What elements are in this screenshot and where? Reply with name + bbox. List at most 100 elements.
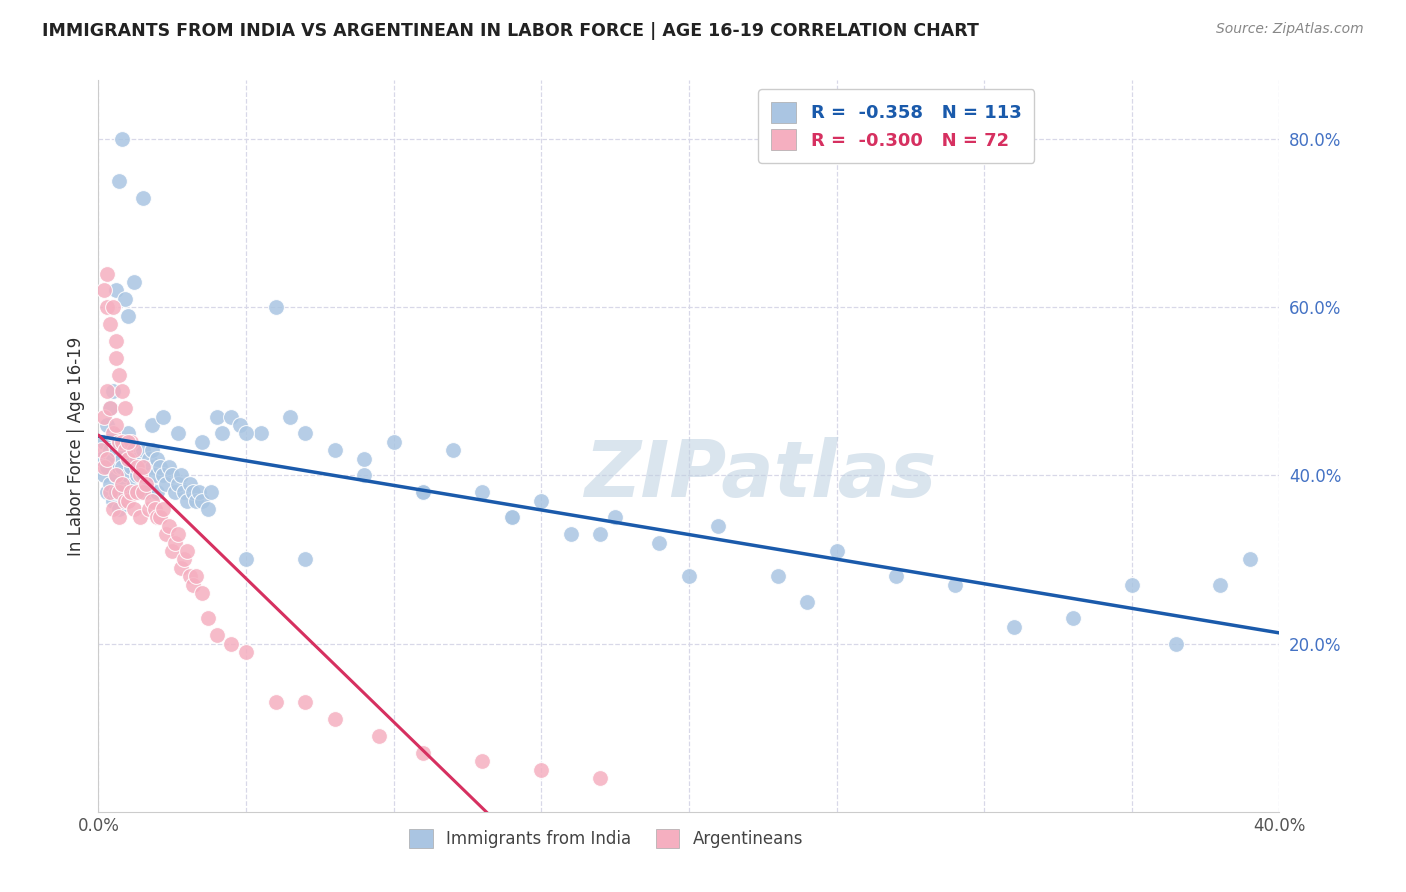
Point xyxy=(132,191,155,205)
Point xyxy=(132,460,155,475)
Point xyxy=(170,468,193,483)
Point xyxy=(93,434,115,449)
Point xyxy=(170,561,193,575)
Point xyxy=(122,443,145,458)
Point xyxy=(412,485,434,500)
Point xyxy=(191,586,214,600)
Point xyxy=(141,460,163,475)
Point xyxy=(120,485,142,500)
Point xyxy=(122,275,145,289)
Point xyxy=(93,468,115,483)
Point xyxy=(323,712,346,726)
Point xyxy=(114,401,136,416)
Point xyxy=(191,434,214,449)
Point xyxy=(108,434,131,449)
Point xyxy=(143,468,166,483)
Point xyxy=(96,384,118,399)
Point xyxy=(98,485,121,500)
Point xyxy=(138,476,160,491)
Point xyxy=(412,485,434,500)
Point xyxy=(98,443,121,458)
Point xyxy=(157,460,180,475)
Point xyxy=(560,527,582,541)
Point xyxy=(176,493,198,508)
Point xyxy=(181,578,204,592)
Legend: Immigrants from India, Argentineans: Immigrants from India, Argentineans xyxy=(402,822,810,855)
Point xyxy=(167,476,190,491)
Point xyxy=(235,645,257,659)
Point xyxy=(146,485,169,500)
Point xyxy=(122,443,145,458)
Point xyxy=(176,544,198,558)
Point xyxy=(93,284,115,298)
Point xyxy=(412,746,434,760)
Point xyxy=(766,569,789,583)
Point xyxy=(530,493,553,508)
Point xyxy=(105,485,128,500)
Point xyxy=(128,510,150,524)
Point xyxy=(353,468,375,483)
Point xyxy=(108,434,131,449)
Point xyxy=(167,527,190,541)
Point xyxy=(117,434,139,449)
Point xyxy=(162,468,183,483)
Point xyxy=(93,460,115,475)
Point xyxy=(98,317,121,331)
Point xyxy=(382,434,405,449)
Point xyxy=(179,569,201,583)
Point xyxy=(111,476,134,491)
Point xyxy=(103,426,125,441)
Point xyxy=(280,409,302,424)
Point xyxy=(108,174,131,188)
Y-axis label: In Labor Force | Age 16-19: In Labor Force | Age 16-19 xyxy=(66,336,84,556)
Point xyxy=(221,409,243,424)
Point xyxy=(1121,578,1143,592)
Point xyxy=(98,401,121,416)
Point xyxy=(141,417,163,432)
Point xyxy=(1209,578,1232,592)
Point xyxy=(165,485,187,500)
Point xyxy=(184,493,207,508)
Point xyxy=(152,468,174,483)
Text: IMMIGRANTS FROM INDIA VS ARGENTINEAN IN LABOR FORCE | AGE 16-19 CORRELATION CHAR: IMMIGRANTS FROM INDIA VS ARGENTINEAN IN … xyxy=(42,22,979,40)
Point xyxy=(114,485,136,500)
Point xyxy=(197,611,219,625)
Point xyxy=(132,468,155,483)
Point xyxy=(117,451,139,466)
Point xyxy=(117,451,139,466)
Point xyxy=(105,351,128,365)
Point xyxy=(221,636,243,650)
Point xyxy=(125,485,148,500)
Point xyxy=(122,502,145,516)
Point xyxy=(103,493,125,508)
Point xyxy=(108,485,131,500)
Point xyxy=(138,451,160,466)
Point xyxy=(884,569,907,583)
Point xyxy=(152,409,174,424)
Point xyxy=(149,460,172,475)
Point xyxy=(264,300,287,314)
Point xyxy=(589,527,612,541)
Point xyxy=(103,502,125,516)
Point xyxy=(114,443,136,458)
Point xyxy=(135,460,157,475)
Point xyxy=(103,426,125,441)
Point xyxy=(117,309,139,323)
Point xyxy=(108,460,131,475)
Point xyxy=(250,426,273,441)
Text: Source: ZipAtlas.com: Source: ZipAtlas.com xyxy=(1216,22,1364,37)
Point xyxy=(165,535,187,549)
Point xyxy=(96,485,118,500)
Point xyxy=(132,485,155,500)
Point xyxy=(103,300,125,314)
Point xyxy=(135,476,157,491)
Point xyxy=(111,132,134,146)
Point xyxy=(90,443,112,458)
Point xyxy=(105,417,128,432)
Point xyxy=(117,426,139,441)
Point xyxy=(108,368,131,382)
Point xyxy=(96,451,118,466)
Point xyxy=(125,451,148,466)
Point xyxy=(235,426,257,441)
Point xyxy=(125,468,148,483)
